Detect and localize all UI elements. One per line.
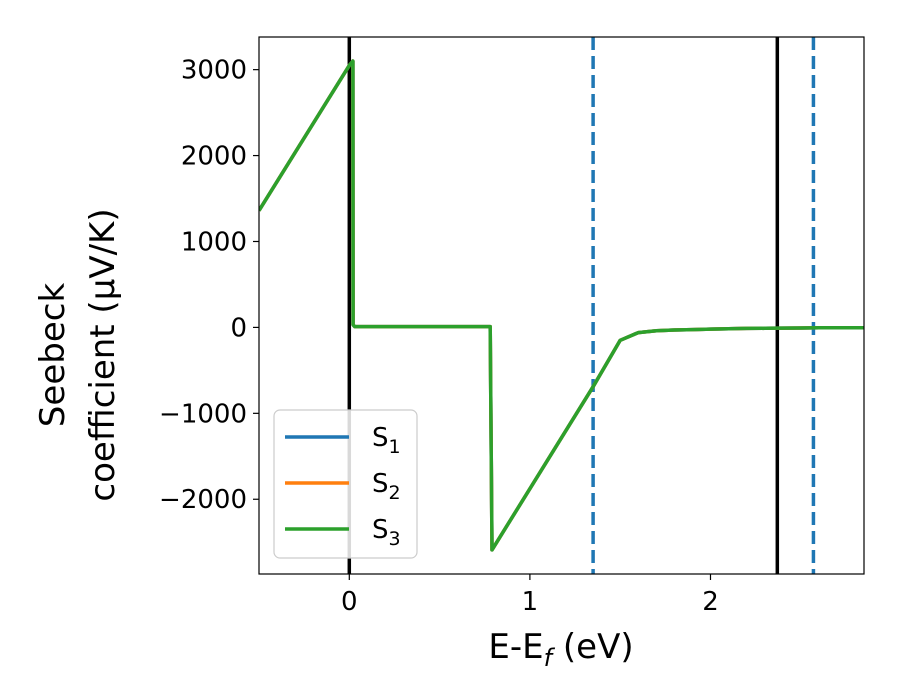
- series-lines: [259, 59, 864, 552]
- y-axis-title-line1: Seebeck: [33, 283, 73, 428]
- x-tick-label: 1: [522, 587, 539, 617]
- y-axis-title-line2: coefficient (μV/K): [83, 208, 123, 501]
- x-axis-title: E-Ef (eV): [488, 627, 633, 672]
- y-tick-label: −2000: [159, 485, 247, 515]
- legend-label-3: S3: [372, 515, 401, 550]
- reference-lines: [347, 37, 816, 574]
- y-tick-label: 0: [230, 313, 247, 343]
- legend: S1 S2 S3: [273, 409, 418, 559]
- legend-label-2: S2: [372, 469, 401, 504]
- x-tick-label: 2: [702, 587, 719, 617]
- y-tick-label: −1000: [159, 399, 247, 429]
- y-tick-label: 2000: [181, 142, 247, 172]
- plot-frame: [258, 36, 865, 575]
- y-tick-label: 3000: [181, 56, 247, 86]
- series-line-3: [259, 59, 864, 552]
- x-tick-label: 0: [341, 587, 358, 617]
- y-axis-title: Seebeck coefficient (μV/K): [33, 208, 123, 501]
- y-axis-ticks: −2000 −1000 0 1000 2000 3000: [159, 56, 259, 515]
- x-axis-ticks: 0 1 2: [341, 574, 719, 617]
- y-tick-label: 1000: [181, 227, 247, 257]
- legend-label-1: S1: [372, 423, 401, 458]
